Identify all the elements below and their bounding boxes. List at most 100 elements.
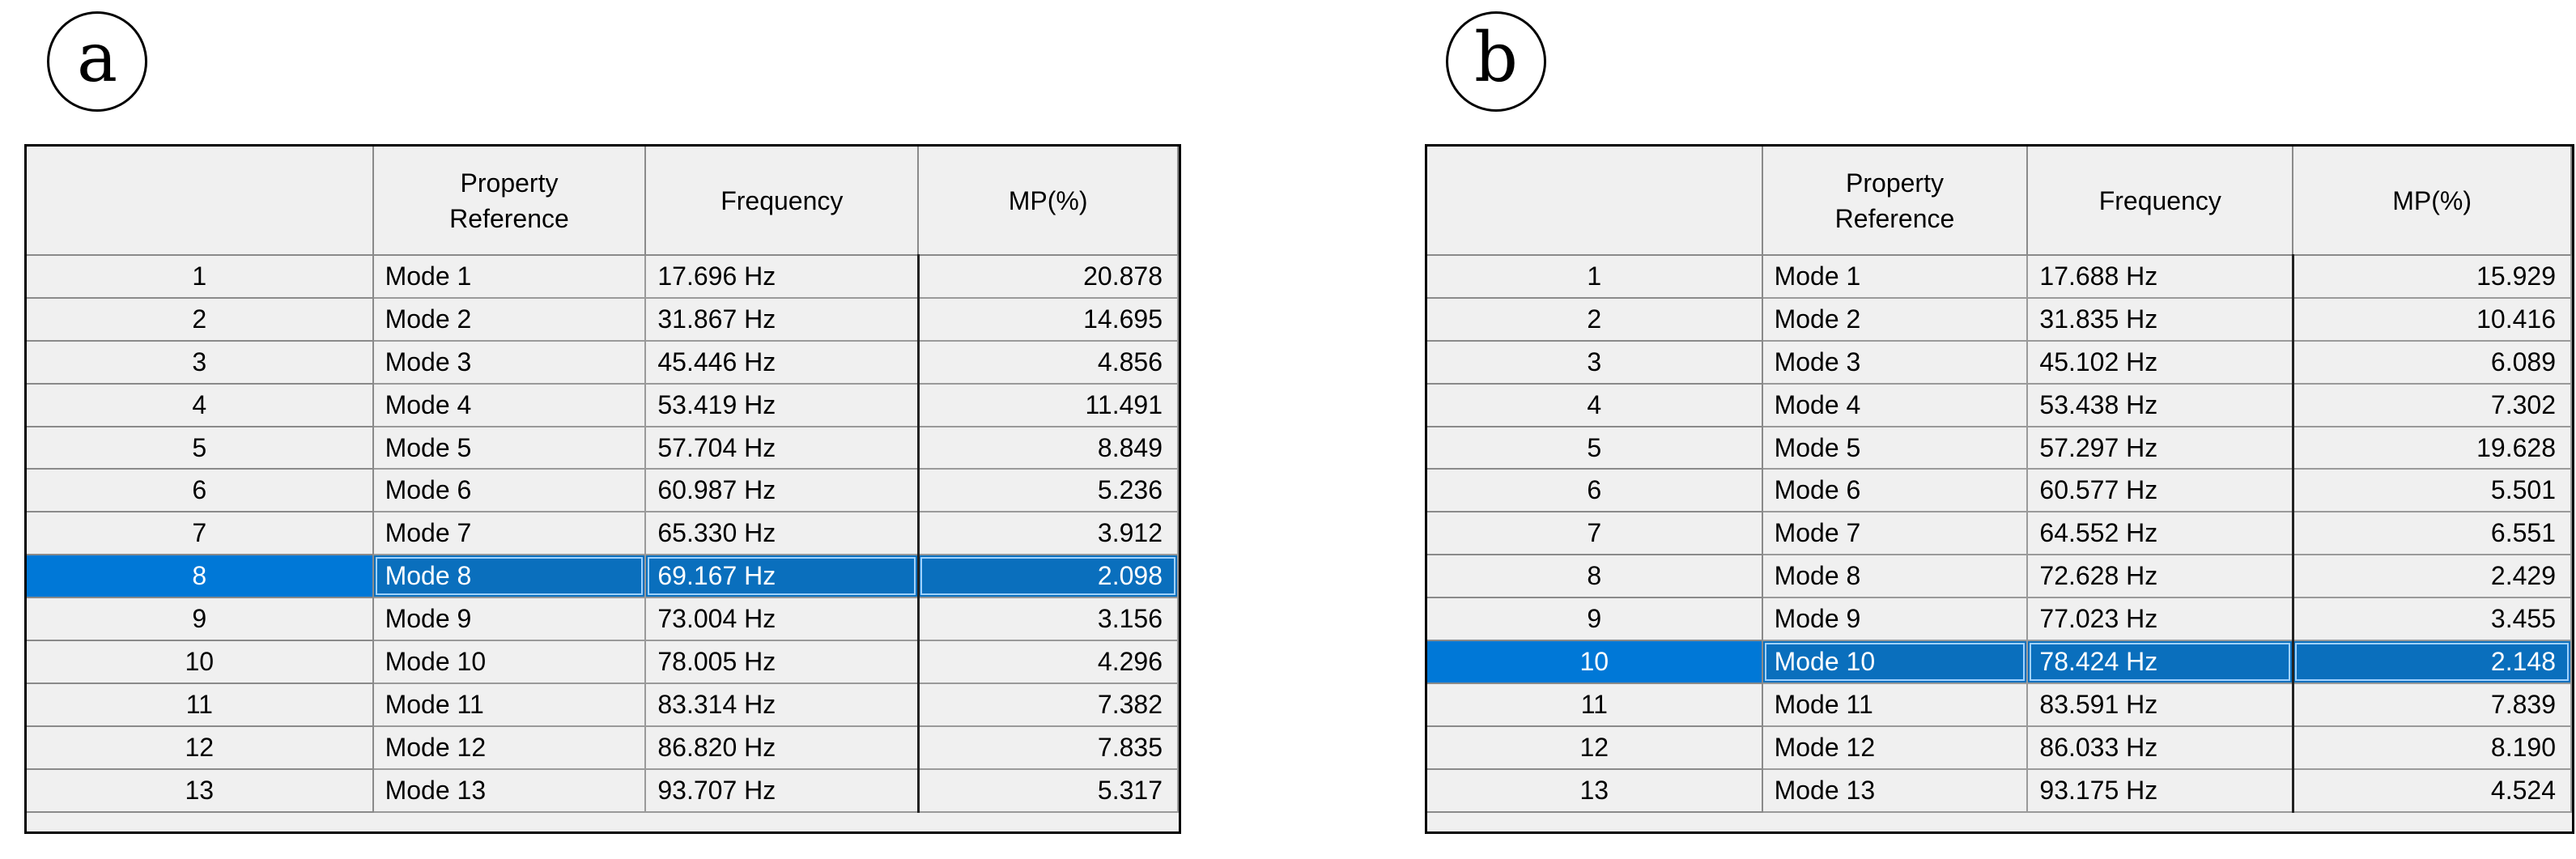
property-reference-cell[interactable]: Mode 6	[1762, 469, 2029, 513]
frequency-cell[interactable]: 17.688 Hz	[2027, 255, 2294, 299]
row-number-cell[interactable]: 10	[27, 640, 374, 684]
table-row[interactable]: 8 Mode 8 69.167 Hz 2.098	[27, 555, 1179, 599]
table-row[interactable]: 10 Mode 10 78.424 Hz 2.148	[1427, 640, 2572, 684]
frequency-cell[interactable]: 57.704 Hz	[645, 426, 920, 470]
mp-cell[interactable]: 15.929	[2293, 255, 2572, 299]
table-row[interactable]: 7 Mode 7 64.552 Hz 6.551	[1427, 512, 2572, 556]
row-number-cell[interactable]: 3	[1427, 340, 1763, 385]
table-row[interactable]: 6 Mode 6 60.577 Hz 5.501	[1427, 469, 2572, 513]
property-reference-cell[interactable]: Mode 3	[1762, 340, 2029, 385]
property-reference-cell[interactable]: Mode 1	[1762, 255, 2029, 299]
frequency-cell[interactable]: 31.867 Hz	[645, 297, 920, 342]
row-number-cell[interactable]: 7	[1427, 512, 1763, 556]
table-row[interactable]: 13 Mode 13 93.707 Hz 5.317	[27, 768, 1179, 813]
mp-cell[interactable]: 8.190	[2293, 725, 2572, 770]
frequency-cell[interactable]: 78.005 Hz	[645, 640, 920, 684]
column-header-mp[interactable]: MP(%)	[2293, 147, 2572, 256]
table-row[interactable]: 1 Mode 1 17.688 Hz 15.929	[1427, 255, 2572, 299]
row-number-cell[interactable]: 5	[1427, 426, 1763, 470]
property-reference-cell[interactable]: Mode 2	[372, 297, 647, 342]
mp-cell[interactable]: 3.156	[918, 597, 1179, 642]
table-row[interactable]: 12 Mode 12 86.820 Hz 7.835	[27, 725, 1179, 770]
row-number-cell[interactable]: 8	[27, 555, 374, 599]
table-row[interactable]: 5 Mode 5 57.297 Hz 19.628	[1427, 426, 2572, 470]
mp-cell[interactable]: 7.839	[2293, 683, 2572, 727]
property-reference-cell[interactable]: Mode 8	[1762, 555, 2029, 599]
mp-cell[interactable]: 19.628	[2293, 426, 2572, 470]
column-header-mp[interactable]: MP(%)	[918, 147, 1179, 256]
table-row[interactable]: 13 Mode 13 93.175 Hz 4.524	[1427, 768, 2572, 813]
table-row[interactable]: 4 Mode 4 53.438 Hz 7.302	[1427, 383, 2572, 427]
mp-cell[interactable]: 2.429	[2293, 555, 2572, 599]
frequency-cell[interactable]: 69.167 Hz	[645, 555, 920, 599]
row-number-cell[interactable]: 12	[27, 725, 374, 770]
column-header-property-reference[interactable]: Property Reference	[1762, 147, 2029, 256]
table-row[interactable]: 7 Mode 7 65.330 Hz 3.912	[27, 512, 1179, 556]
column-header-frequency[interactable]: Frequency	[645, 147, 920, 256]
frequency-cell[interactable]: 17.696 Hz	[645, 255, 920, 299]
frequency-cell[interactable]: 93.175 Hz	[2027, 768, 2294, 813]
row-number-cell[interactable]: 10	[1427, 640, 1763, 684]
frequency-cell[interactable]: 60.987 Hz	[645, 469, 920, 513]
property-reference-cell[interactable]: Mode 4	[1762, 383, 2029, 427]
property-reference-cell[interactable]: Mode 7	[372, 512, 647, 556]
frequency-cell[interactable]: 57.297 Hz	[2027, 426, 2294, 470]
frequency-cell[interactable]: 77.023 Hz	[2027, 597, 2294, 642]
row-number-cell[interactable]: 7	[27, 512, 374, 556]
frequency-cell[interactable]: 73.004 Hz	[645, 597, 920, 642]
row-number-cell[interactable]: 2	[1427, 297, 1763, 342]
row-number-cell[interactable]: 1	[1427, 255, 1763, 299]
frequency-cell[interactable]: 72.628 Hz	[2027, 555, 2294, 599]
table-row[interactable]: 1 Mode 1 17.696 Hz 20.878	[27, 255, 1179, 299]
property-reference-cell[interactable]: Mode 7	[1762, 512, 2029, 556]
table-row[interactable]: 2 Mode 2 31.867 Hz 14.695	[27, 297, 1179, 342]
row-number-cell[interactable]: 6	[27, 469, 374, 513]
table-row[interactable]: 9 Mode 9 73.004 Hz 3.156	[27, 597, 1179, 642]
table-row[interactable]: 3 Mode 3 45.446 Hz 4.856	[27, 340, 1179, 385]
mp-cell[interactable]: 11.491	[918, 383, 1179, 427]
property-reference-cell[interactable]: Mode 13	[372, 768, 647, 813]
mp-cell[interactable]: 2.098	[918, 555, 1179, 599]
row-number-cell[interactable]: 2	[27, 297, 374, 342]
table-row[interactable]: 4 Mode 4 53.419 Hz 11.491	[27, 383, 1179, 427]
frequency-cell[interactable]: 83.591 Hz	[2027, 683, 2294, 727]
column-header-frequency[interactable]: Frequency	[2027, 147, 2294, 256]
property-reference-cell[interactable]: Mode 13	[1762, 768, 2029, 813]
row-number-cell[interactable]: 9	[1427, 597, 1763, 642]
mp-cell[interactable]: 6.089	[2293, 340, 2572, 385]
frequency-cell[interactable]: 86.820 Hz	[645, 725, 920, 770]
property-reference-cell[interactable]: Mode 5	[372, 426, 647, 470]
row-number-cell[interactable]: 12	[1427, 725, 1763, 770]
property-reference-cell[interactable]: Mode 6	[372, 469, 647, 513]
row-number-cell[interactable]: 4	[27, 383, 374, 427]
mp-cell[interactable]: 14.695	[918, 297, 1179, 342]
row-number-cell[interactable]: 8	[1427, 555, 1763, 599]
row-number-cell[interactable]: 5	[27, 426, 374, 470]
table-row[interactable]: 2 Mode 2 31.835 Hz 10.416	[1427, 297, 2572, 342]
property-reference-cell[interactable]: Mode 9	[372, 597, 647, 642]
mp-cell[interactable]: 3.455	[2293, 597, 2572, 642]
frequency-cell[interactable]: 45.102 Hz	[2027, 340, 2294, 385]
property-reference-cell[interactable]: Mode 10	[372, 640, 647, 684]
row-number-cell[interactable]: 11	[1427, 683, 1763, 727]
frequency-cell[interactable]: 78.424 Hz	[2027, 640, 2294, 684]
table-row[interactable]: 5 Mode 5 57.704 Hz 8.849	[27, 426, 1179, 470]
table-row[interactable]: 8 Mode 8 72.628 Hz 2.429	[1427, 555, 2572, 599]
frequency-cell[interactable]: 53.438 Hz	[2027, 383, 2294, 427]
frequency-cell[interactable]: 53.419 Hz	[645, 383, 920, 427]
property-reference-cell[interactable]: Mode 12	[372, 725, 647, 770]
row-number-cell[interactable]: 9	[27, 597, 374, 642]
table-row[interactable]: 6 Mode 6 60.987 Hz 5.236	[27, 469, 1179, 513]
table-row[interactable]: 10 Mode 10 78.005 Hz 4.296	[27, 640, 1179, 684]
table-row[interactable]: 3 Mode 3 45.102 Hz 6.089	[1427, 340, 2572, 385]
table-row[interactable]: 9 Mode 9 77.023 Hz 3.455	[1427, 597, 2572, 642]
frequency-cell[interactable]: 83.314 Hz	[645, 683, 920, 727]
mp-cell[interactable]: 4.856	[918, 340, 1179, 385]
row-number-cell[interactable]: 4	[1427, 383, 1763, 427]
row-number-cell[interactable]: 13	[27, 768, 374, 813]
property-reference-cell[interactable]: Mode 1	[372, 255, 647, 299]
mp-cell[interactable]: 7.302	[2293, 383, 2572, 427]
property-reference-cell[interactable]: Mode 12	[1762, 725, 2029, 770]
mp-cell[interactable]: 5.501	[2293, 469, 2572, 513]
row-number-cell[interactable]: 13	[1427, 768, 1763, 813]
